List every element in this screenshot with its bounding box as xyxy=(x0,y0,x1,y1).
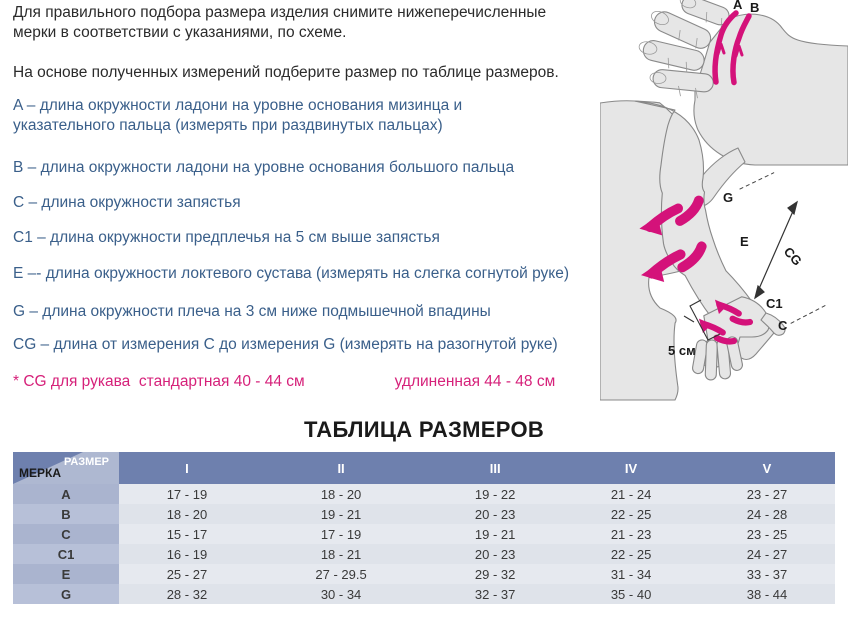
svg-text:5 см: 5 см xyxy=(668,343,696,358)
svg-text:C: C xyxy=(778,318,788,333)
svg-text:E: E xyxy=(740,234,749,249)
svg-text:CG: CG xyxy=(781,244,805,269)
svg-text:A: A xyxy=(733,0,743,12)
svg-text:G: G xyxy=(723,190,733,205)
svg-text:B: B xyxy=(750,0,759,15)
svg-text:C1: C1 xyxy=(766,296,783,311)
